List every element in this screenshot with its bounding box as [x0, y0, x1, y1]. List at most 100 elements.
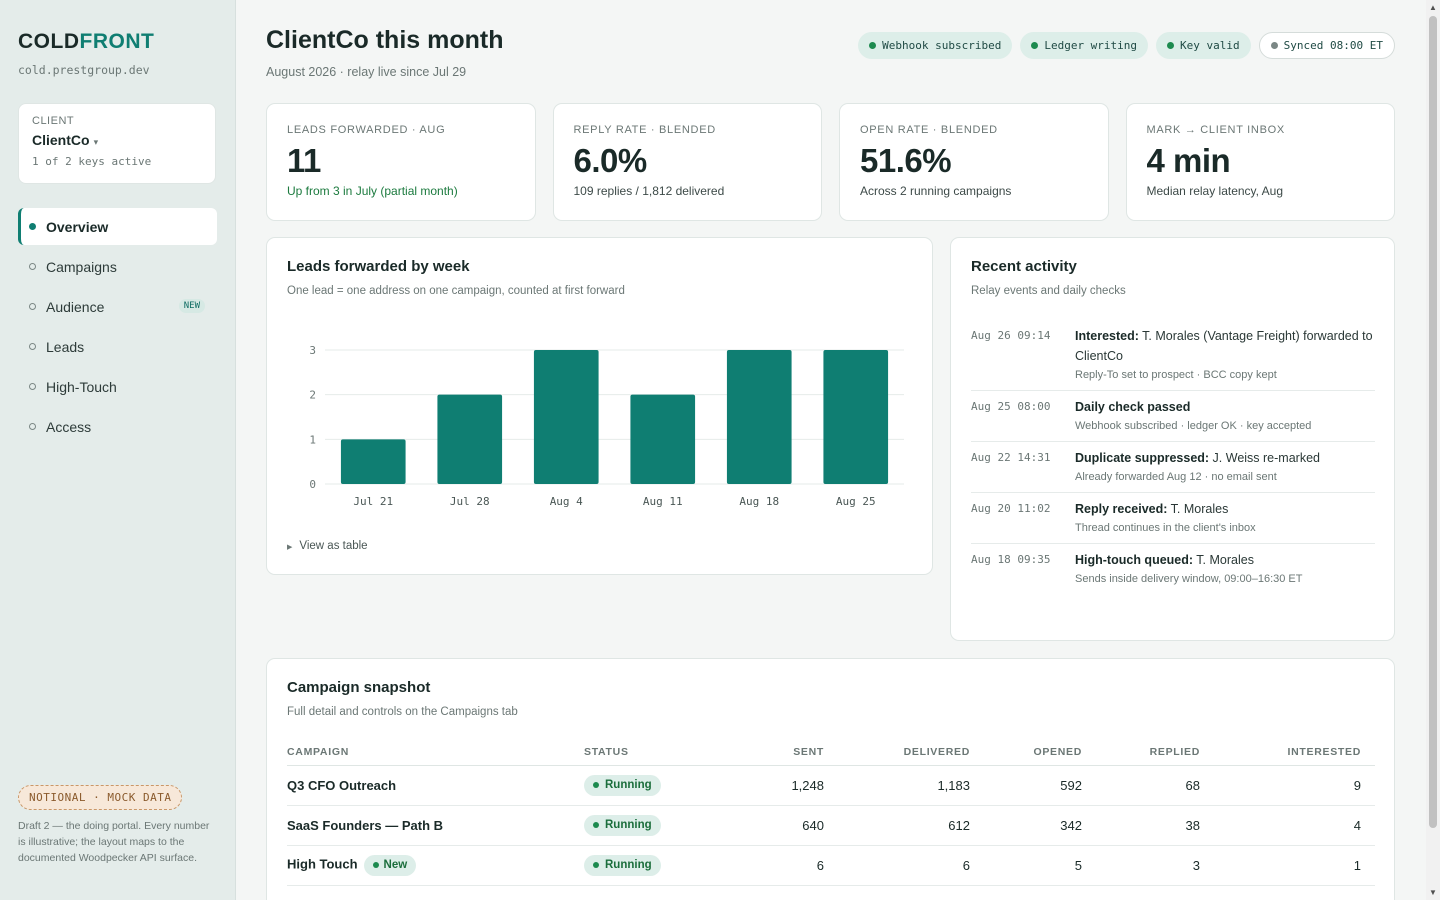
activity-detail: Sends inside delivery window, 09:00–16:3… — [1075, 573, 1303, 585]
campaign-snapshot-subtitle: Full detail and controls on the Campaign… — [287, 706, 518, 718]
chevron-down-icon[interactable]: ▾ — [93, 137, 99, 147]
dot-icon — [29, 223, 36, 230]
column-header[interactable]: DELIVERED — [838, 739, 984, 766]
sidebar-item-label: Overview — [46, 218, 109, 235]
campaign-status: Running — [584, 765, 694, 806]
activity-body: Interested: T. Morales (Vantage Freight)… — [1075, 326, 1375, 383]
activity-subtitle: Relay events and daily checks — [971, 285, 1126, 297]
status-text: Webhook subscribed — [882, 39, 1002, 52]
status-dot-icon — [869, 42, 877, 49]
bar — [823, 350, 889, 484]
status-dot-icon — [593, 782, 599, 788]
activity-headline: Daily check passed — [1075, 397, 1375, 417]
activity-body: Duplicate suppressed: J. Weiss re-marked… — [1075, 448, 1375, 485]
view-as-table-toggle[interactable]: ▶ View as table — [287, 540, 368, 552]
sidebar: COLDFRONT cold.prestgroup.dev CLIENT Cli… — [0, 0, 236, 900]
activity-time: Aug 25 08:00 — [971, 400, 1051, 413]
sidebar-item-label: Access — [46, 418, 92, 435]
activity-body: High-touch queued: T. Morales Sends insi… — [1075, 550, 1375, 587]
sidebar-item-label: Audience — [46, 298, 105, 315]
client-name[interactable]: ClientCo ▾ — [32, 132, 202, 148]
dot-icon — [29, 423, 36, 430]
brand-logo[interactable]: COLDFRONT — [18, 30, 154, 54]
column-header[interactable]: OPENED — [984, 739, 1096, 766]
activity-body: Daily check passed Webhook subscribed · … — [1075, 397, 1375, 434]
campaign-delivered: 612 — [838, 805, 984, 846]
status-badge-key: Key valid — [1156, 32, 1251, 59]
campaign-replied: 3 — [1096, 845, 1214, 886]
status-badge-webhook: Webhook subscribed — [858, 32, 1013, 59]
sidebar-item-access[interactable]: Access — [18, 408, 217, 445]
mock-data-badge: NOTIONAL · MOCK DATA — [18, 785, 183, 810]
campaign-replied: 68 — [1096, 765, 1214, 806]
leads-bar-chart: 0 1 2 3 Jul 21 Jul 28 Aug 4 Aug 11 Aug 18 Aug 25 — [309, 344, 904, 508]
activity-event: High-touch queued: — [1075, 553, 1194, 567]
activity-headline: Interested: T. Morales (Vantage Freight)… — [1075, 326, 1375, 366]
activity-text: T. Morales (Vantage Freight) forwarded t… — [1075, 329, 1373, 363]
sidebar-item-overview[interactable]: Overview — [18, 208, 217, 245]
campaign-sent: 1,248 — [694, 765, 838, 806]
kpi-card-open-rate: OPEN RATE · BLENDED 51.6% Across 2 runni… — [839, 103, 1109, 221]
kpi-value: 6.0% — [573, 142, 648, 179]
activity-list: Aug 26 09:14 Interested: T. Morales (Van… — [971, 320, 1375, 594]
dot-icon — [29, 343, 36, 350]
scroll-down-icon[interactable]: ▼ — [1429, 888, 1437, 897]
column-header[interactable]: SENT — [694, 739, 838, 766]
kpi-label: LEADS FORWARDED · AUG — [287, 124, 446, 136]
status-badge: Running — [584, 814, 661, 836]
kpi-label: MARK → CLIENT INBOX — [1146, 124, 1285, 136]
activity-event: Duplicate suppressed: — [1075, 451, 1210, 465]
bar — [340, 439, 406, 484]
status-badge: Running — [584, 854, 661, 876]
dot-icon — [29, 263, 36, 270]
activity-body: Reply received: T. Morales Thread contin… — [1075, 499, 1375, 536]
scrollbar-thumb[interactable] — [1429, 16, 1437, 828]
sidebar-item-campaigns[interactable]: Campaigns — [18, 248, 217, 285]
campaign-sent: 6 — [694, 845, 838, 886]
activity-item: Aug 20 11:02 Reply received: T. Morales … — [971, 493, 1375, 544]
x-tick-label: Jul 28 — [450, 495, 490, 508]
client-switcher[interactable]: CLIENT ClientCo ▾ 1 of 2 keys active — [18, 103, 216, 184]
y-tick-label: 2 — [309, 389, 316, 402]
table-row[interactable]: SaaS Founders — Path B Running 640 612 3… — [287, 805, 1375, 846]
column-header[interactable]: STATUS — [584, 739, 694, 766]
table-row[interactable]: Q3 CFO Outreach Running 1,248 1,183 592 … — [287, 765, 1375, 806]
campaign-name[interactable]: SaaS Founders — Path B — [287, 805, 584, 846]
brand-part-1: COLD — [18, 30, 80, 53]
x-tick-label: Jul 21 — [353, 495, 393, 508]
brand-domain: cold.prestgroup.dev — [18, 63, 150, 77]
sidebar-item-label: Campaigns — [46, 258, 117, 275]
kpi-value: 4 min — [1146, 142, 1231, 179]
campaign-delivered: 1,183 — [838, 765, 984, 806]
sidebar-item-leads[interactable]: Leads — [18, 328, 217, 365]
new-badge: NEW — [178, 299, 205, 313]
kpi-note: Median relay latency, Aug — [1146, 184, 1284, 198]
status-dot-icon — [1270, 42, 1278, 49]
campaign-status: Running — [584, 845, 694, 886]
column-header[interactable]: REPLIED — [1096, 739, 1214, 766]
dot-icon — [29, 303, 36, 310]
leads-chart-card: 0 1 2 3 Jul 21 Jul 28 Aug 4 Aug 11 Aug 18 Aug 25 … — [266, 237, 933, 575]
status-text: Synced 08:00 ET — [1283, 39, 1383, 52]
status-text: Key valid — [1180, 39, 1240, 52]
sidebar-item-audience[interactable]: Audience NEW — [18, 288, 217, 325]
view-as-table-label: View as table — [299, 540, 368, 552]
client-keys: 1 of 2 keys active — [32, 155, 152, 168]
campaign-table: CAMPAIGN STATUS SENT DELIVERED OPENED RE… — [287, 739, 1375, 886]
campaign-name[interactable]: Q3 CFO Outreach — [287, 765, 584, 806]
kpi-card-leads: LEADS FORWARDED · AUG 11 Up from 3 in Ju… — [266, 103, 536, 221]
dot-icon — [29, 383, 36, 390]
column-header[interactable]: INTERESTED — [1214, 739, 1375, 766]
sidebar-item-high-touch[interactable]: High-Touch — [18, 368, 217, 405]
activity-headline: Duplicate suppressed: J. Weiss re-marked — [1075, 448, 1375, 468]
bar — [726, 350, 792, 484]
page-scrollbar[interactable]: ▲ ▼ — [1426, 0, 1440, 900]
y-tick-label: 3 — [309, 344, 316, 357]
column-header[interactable]: CAMPAIGN — [287, 739, 584, 766]
chart-title: Leads forwarded by week — [287, 258, 470, 275]
bar — [630, 394, 696, 484]
campaign-name-cell[interactable]: High Touch New — [287, 845, 584, 886]
activity-headline: High-touch queued: T. Morales — [1075, 550, 1375, 570]
scroll-up-icon[interactable]: ▲ — [1429, 3, 1437, 12]
table-row[interactable]: High Touch New Running 6 6 5 3 1 — [287, 845, 1375, 886]
